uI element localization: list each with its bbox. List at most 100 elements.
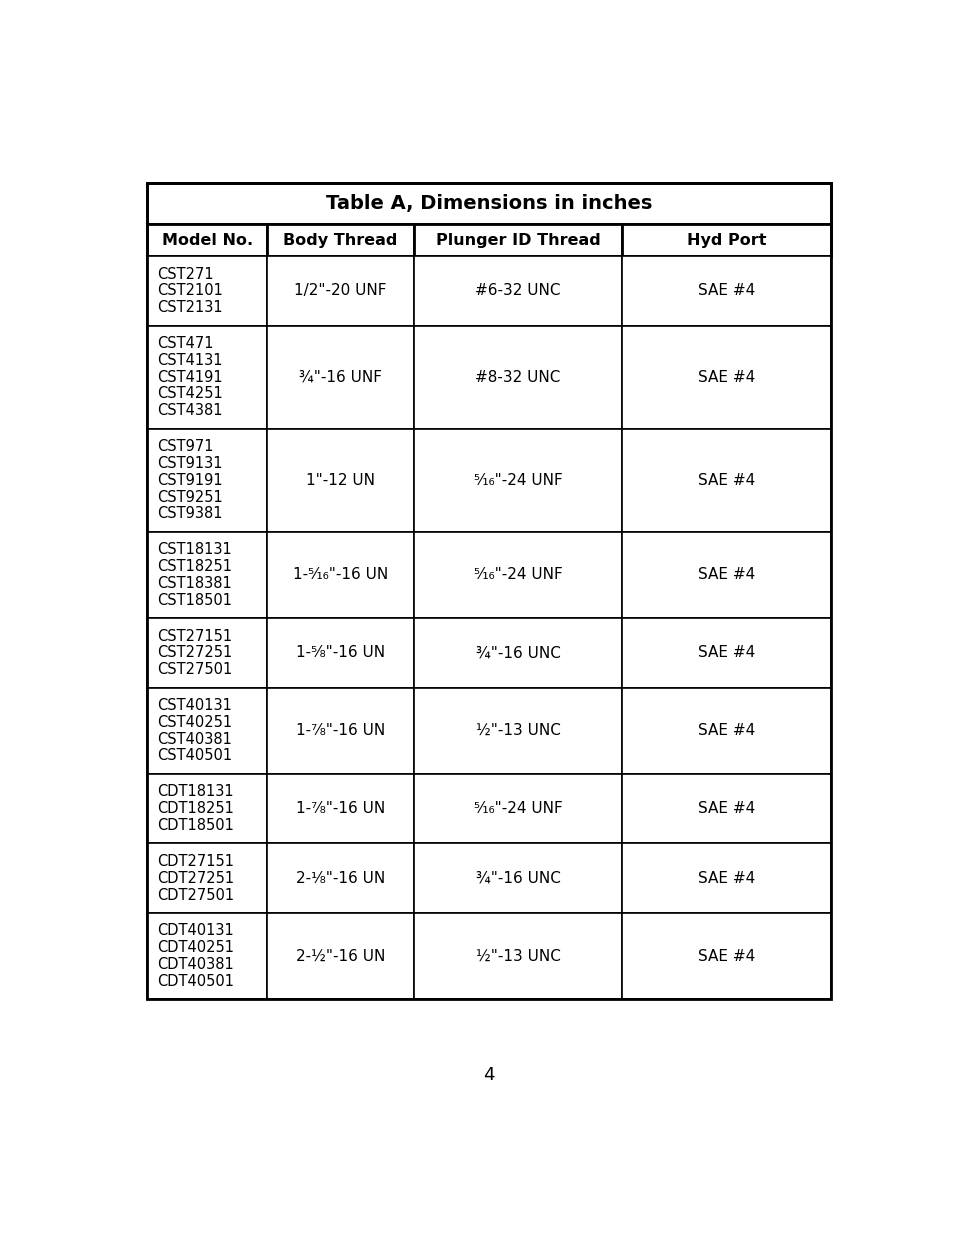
Text: ¾"-16 UNC: ¾"-16 UNC (475, 871, 559, 885)
Text: 2-¹⁄₈"-16 UN: 2-¹⁄₈"-16 UN (295, 871, 385, 885)
Text: 1-⁷⁄₈"-16 UN: 1-⁷⁄₈"-16 UN (295, 802, 385, 816)
Text: CST27501: CST27501 (157, 662, 232, 677)
Text: CDT18251: CDT18251 (157, 802, 233, 816)
Bar (267, 256, 414, 326)
Text: Hyd Port: Hyd Port (686, 232, 765, 248)
Text: 4: 4 (482, 1066, 495, 1084)
Text: SAE #4: SAE #4 (697, 646, 754, 661)
Text: SAE #4: SAE #4 (697, 948, 754, 963)
Text: ½"-13 UNC: ½"-13 UNC (475, 724, 559, 739)
Text: CST9251: CST9251 (157, 489, 222, 505)
Bar (414, 844, 621, 913)
Bar (147, 532, 267, 618)
Bar (147, 618, 267, 688)
Text: CST9381: CST9381 (157, 506, 222, 521)
Text: CST4131: CST4131 (157, 353, 222, 368)
Bar (267, 224, 414, 256)
Text: CST27151: CST27151 (157, 629, 232, 643)
Text: CST4251: CST4251 (157, 387, 222, 401)
Text: CDT40501: CDT40501 (157, 974, 233, 989)
Bar (621, 844, 830, 913)
Text: CST9191: CST9191 (157, 473, 222, 488)
Bar (147, 224, 267, 256)
Bar (267, 532, 414, 618)
Bar (267, 913, 414, 999)
Bar (414, 256, 621, 326)
Text: CDT40251: CDT40251 (157, 940, 233, 955)
Bar (147, 913, 267, 999)
Text: CST9131: CST9131 (157, 456, 222, 471)
Text: SAE #4: SAE #4 (697, 369, 754, 384)
Bar (147, 183, 830, 999)
Bar (621, 532, 830, 618)
Bar (147, 844, 267, 913)
Bar (414, 429, 621, 532)
Text: ¾"-16 UNC: ¾"-16 UNC (475, 646, 559, 661)
Bar (621, 688, 830, 774)
Bar (267, 688, 414, 774)
Bar (414, 913, 621, 999)
Bar (621, 618, 830, 688)
Text: SAE #4: SAE #4 (697, 802, 754, 816)
Bar (414, 774, 621, 844)
Text: CDT27251: CDT27251 (157, 871, 233, 885)
Text: ⁵⁄₁₆"-24 UNF: ⁵⁄₁₆"-24 UNF (473, 802, 561, 816)
Text: Plunger ID Thread: Plunger ID Thread (436, 232, 599, 248)
Text: 1-⁷⁄₈"-16 UN: 1-⁷⁄₈"-16 UN (295, 724, 385, 739)
Text: CST40251: CST40251 (157, 715, 232, 730)
Bar (621, 326, 830, 429)
Bar (414, 688, 621, 774)
Bar (147, 688, 267, 774)
Text: CST18251: CST18251 (157, 559, 232, 574)
Text: CST971: CST971 (157, 440, 213, 454)
Text: CST271: CST271 (157, 267, 213, 282)
Bar (147, 256, 267, 326)
Text: Table A, Dimensions in inches: Table A, Dimensions in inches (325, 194, 652, 214)
Text: ⁵⁄₁₆"-24 UNF: ⁵⁄₁₆"-24 UNF (473, 473, 561, 488)
Text: ¾"-16 UNF: ¾"-16 UNF (298, 369, 381, 384)
Text: 1/2"-20 UNF: 1/2"-20 UNF (294, 283, 386, 299)
Text: CST2131: CST2131 (157, 300, 222, 315)
Text: CDT27151: CDT27151 (157, 853, 233, 869)
Bar (147, 429, 267, 532)
Text: CST40381: CST40381 (157, 731, 232, 747)
Text: CST40501: CST40501 (157, 748, 232, 763)
Bar (414, 532, 621, 618)
Bar (414, 618, 621, 688)
Text: 2-½"-16 UN: 2-½"-16 UN (295, 948, 385, 963)
Bar (414, 326, 621, 429)
Text: SAE #4: SAE #4 (697, 567, 754, 583)
Text: 1-⁵⁄₁₆"-16 UN: 1-⁵⁄₁₆"-16 UN (293, 567, 388, 583)
Text: #6-32 UNC: #6-32 UNC (475, 283, 560, 299)
Text: 1"-12 UN: 1"-12 UN (306, 473, 375, 488)
Bar (621, 224, 830, 256)
Bar (267, 844, 414, 913)
Text: SAE #4: SAE #4 (697, 473, 754, 488)
Bar (621, 256, 830, 326)
Text: CDT18131: CDT18131 (157, 784, 233, 799)
Bar (414, 224, 621, 256)
Text: CDT40131: CDT40131 (157, 924, 233, 939)
Text: ⁵⁄₁₆"-24 UNF: ⁵⁄₁₆"-24 UNF (473, 567, 561, 583)
Text: 1-⁵⁄₈"-16 UN: 1-⁵⁄₈"-16 UN (295, 646, 384, 661)
Text: ½"-13 UNC: ½"-13 UNC (475, 948, 559, 963)
Text: CST18501: CST18501 (157, 593, 232, 608)
Text: SAE #4: SAE #4 (697, 724, 754, 739)
Text: CST40131: CST40131 (157, 698, 232, 713)
Bar (267, 326, 414, 429)
Bar (621, 913, 830, 999)
Text: CST18381: CST18381 (157, 576, 232, 590)
Text: CST471: CST471 (157, 336, 213, 351)
Bar (147, 326, 267, 429)
Text: CDT27501: CDT27501 (157, 888, 233, 903)
Bar (621, 774, 830, 844)
Bar (147, 774, 267, 844)
Text: CST18131: CST18131 (157, 542, 232, 557)
Bar (267, 774, 414, 844)
Text: CDT18501: CDT18501 (157, 818, 233, 832)
Text: Model No.: Model No. (161, 232, 253, 248)
Bar (267, 618, 414, 688)
Text: SAE #4: SAE #4 (697, 871, 754, 885)
Text: CDT40381: CDT40381 (157, 957, 233, 972)
Text: #8-32 UNC: #8-32 UNC (475, 369, 560, 384)
